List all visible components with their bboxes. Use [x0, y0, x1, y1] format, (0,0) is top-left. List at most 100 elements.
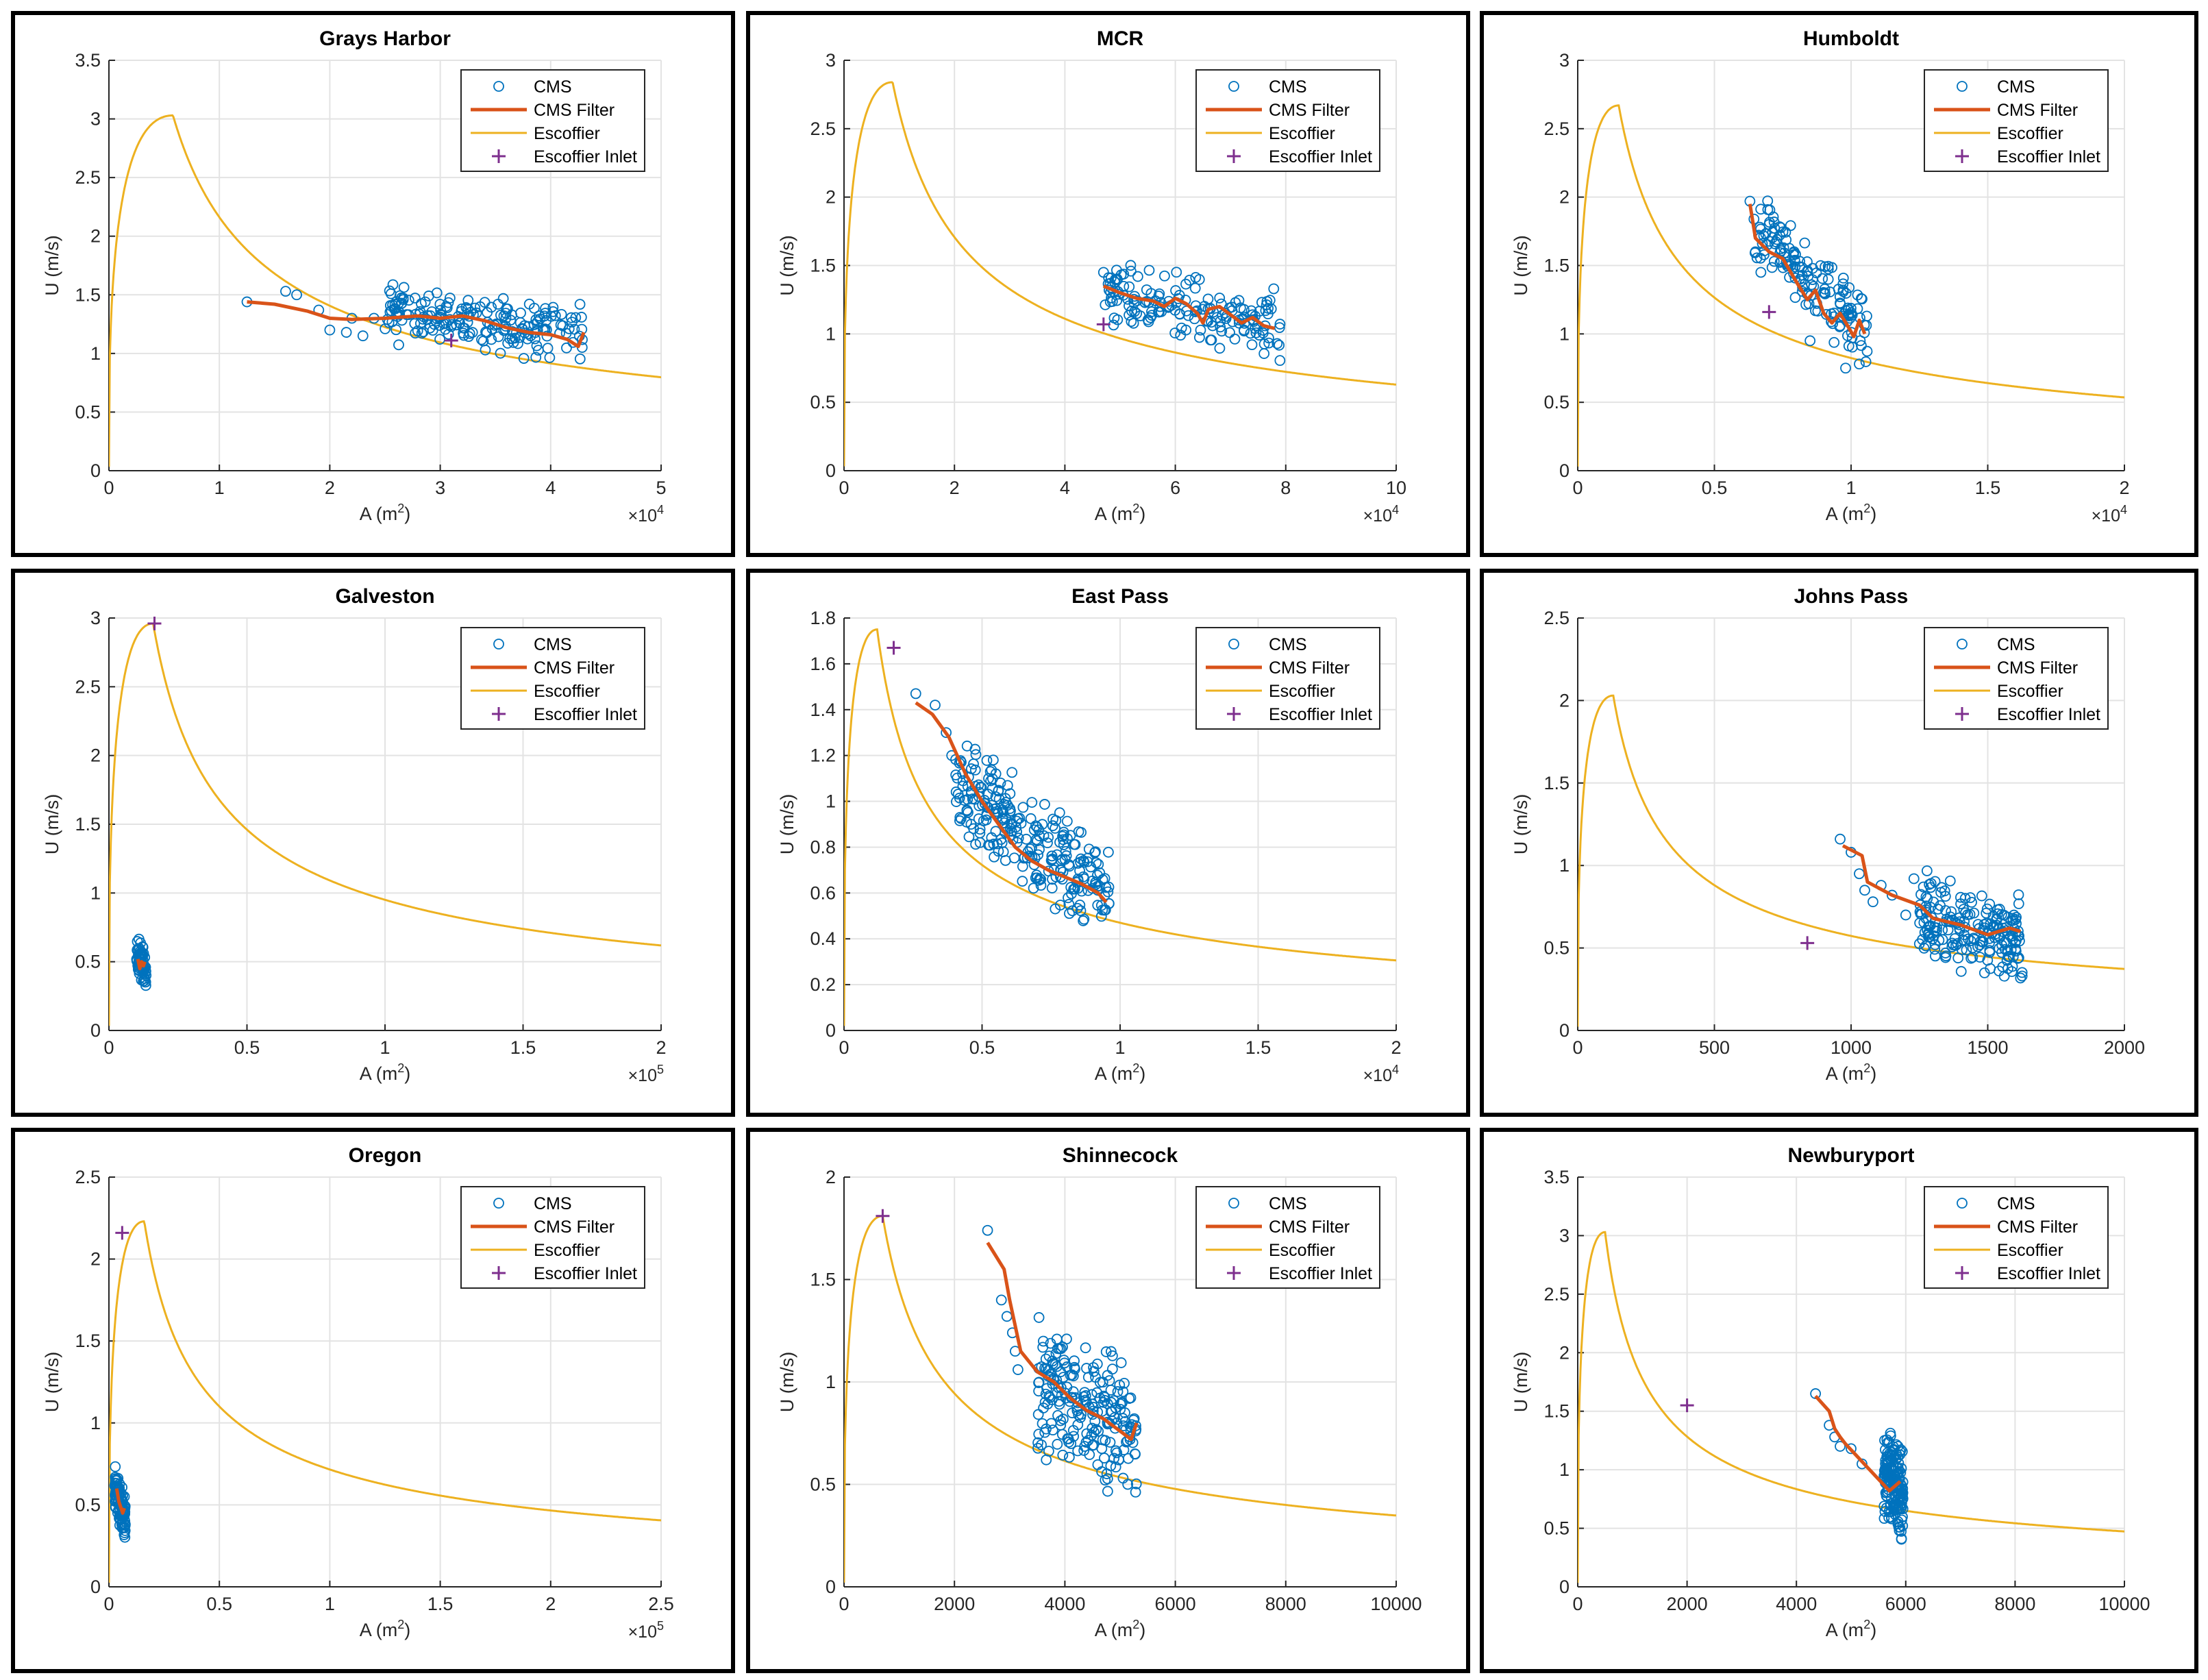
x-exponent-label: ×104	[1363, 503, 1399, 526]
x-tick-label: 0	[1572, 1037, 1583, 1058]
cms-point	[2016, 970, 2028, 982]
cms-point	[1239, 325, 1250, 337]
cms-point	[1128, 317, 1139, 329]
cms-point	[1939, 891, 1951, 902]
legend-inlet-marker	[1227, 707, 1241, 721]
cms-point	[1984, 947, 1996, 958]
cms-point	[486, 334, 497, 345]
x-tick-label: 4	[1060, 478, 1070, 498]
x-tick-label: 2000	[1667, 1594, 1708, 1614]
cms-point	[1078, 856, 1090, 868]
cms-point	[955, 813, 967, 824]
x-exponent-base: ×10	[2092, 506, 2120, 526]
cms-point	[954, 815, 965, 826]
cms-point	[1755, 203, 1767, 215]
x-tick-label: 0	[103, 1037, 114, 1058]
cms-point	[1102, 1485, 1113, 1497]
y-tick-label: 3	[1559, 50, 1570, 71]
cms-point	[1763, 219, 1775, 230]
y-tick-label: 1	[90, 343, 101, 364]
chart-panel-shinnecock: 0 2000 4000 6000 8000 10000 0 0.5 1 1.5 2 Shinnecoc…	[746, 1128, 1470, 1673]
cms-point	[523, 298, 535, 310]
cms-point	[110, 1473, 121, 1485]
x-tick-label: 1.5	[427, 1594, 454, 1614]
cms-point	[522, 333, 533, 345]
y-tick-label: 0.2	[810, 974, 836, 995]
cms-point	[1106, 1350, 1118, 1361]
cms-point	[409, 293, 421, 304]
cms-point	[1804, 335, 1816, 347]
cms-point	[1102, 1473, 1113, 1485]
cms-point	[1031, 822, 1043, 833]
cms-point	[963, 831, 975, 843]
cms-point	[1089, 1426, 1100, 1438]
legend-label: Escoffier	[1997, 1241, 2063, 1260]
cms-point	[555, 319, 567, 331]
cms-point	[1206, 317, 1217, 328]
legend: CMS CMS Filter Escoffier Escoffier Inlet	[1924, 69, 2109, 172]
legend-label: CMS Filter	[534, 658, 615, 678]
y-tick-label: 2	[1559, 690, 1570, 711]
plot-content	[109, 1220, 661, 1583]
cms-point	[441, 301, 452, 312]
cms-point	[462, 295, 474, 306]
legend-cms-marker	[493, 639, 504, 650]
cms-point	[1822, 260, 1834, 272]
chart-svg-newburyport: 0 2000 4000 6000 8000 10000 0 0.5 1 1.5 2 2.5 3 3.5 Ne…	[1511, 1144, 2150, 1640]
cms-point	[973, 813, 984, 824]
plot-content	[1578, 104, 2124, 467]
x-tick-label: 4	[545, 478, 556, 498]
cms-point	[1768, 256, 1780, 267]
escoffier-inlet-marker	[1680, 1398, 1694, 1413]
y-tick-label: 0.8	[810, 837, 836, 857]
cms-point	[1929, 943, 1941, 955]
y-tick-label: 2.5	[810, 119, 836, 139]
x-axis-label: A (m2)	[1095, 502, 1146, 524]
y-tick-label: 0.5	[1543, 1518, 1570, 1539]
x-exponent-base: ×10	[1363, 506, 1392, 526]
cms-point	[1108, 1395, 1119, 1407]
cms-point	[569, 323, 580, 335]
cms-point	[1053, 1382, 1065, 1394]
escoffier-inlet-marker	[1800, 936, 1815, 950]
y-tick-label: 2	[90, 1249, 101, 1270]
cms-point	[1250, 327, 1262, 338]
x-tick-label: 1	[380, 1037, 390, 1058]
escoffier-curve	[844, 81, 1396, 467]
cms-point	[1861, 345, 1873, 357]
cms-point	[1115, 1357, 1127, 1368]
legend-label: Escoffier	[1269, 682, 1335, 701]
x-tick-label: 1.5	[510, 1037, 536, 1058]
cms-point	[1170, 285, 1181, 296]
legend-label: CMS	[534, 1194, 572, 1213]
x-axis-label-close: )	[1139, 1620, 1145, 1640]
cms-point	[1046, 854, 1058, 865]
cms-point	[1131, 308, 1143, 319]
chart-title: MCR	[1097, 27, 1144, 50]
cms-point	[1117, 1420, 1129, 1431]
legend-inlet-marker	[1955, 707, 1969, 721]
cms-point	[357, 330, 369, 342]
cms-point	[431, 287, 443, 299]
plot-content	[1578, 694, 2124, 1027]
cms-point	[954, 812, 966, 823]
cms-point	[1099, 1392, 1111, 1403]
cms-point	[1101, 1468, 1113, 1479]
cms-point	[1960, 907, 1971, 919]
cms-point	[1840, 362, 1851, 374]
legend-box	[1195, 69, 1380, 172]
x-axis-label-sup: 2	[1863, 1061, 1870, 1075]
x-exponent-base: ×10	[628, 506, 657, 526]
cms-point	[1088, 1362, 1099, 1373]
cms-point	[390, 303, 401, 314]
cms-point	[1245, 328, 1256, 339]
y-tick-label: 2	[826, 187, 836, 208]
y-tick-label: 1.5	[1543, 1401, 1570, 1422]
cms-point	[1852, 303, 1863, 314]
cms-point	[1996, 947, 2007, 959]
y-axis-label: U (m/s)	[777, 1352, 797, 1412]
legend-label: Escoffier	[1997, 124, 2063, 143]
chart-svg-shinnecock: 0 2000 4000 6000 8000 10000 0 0.5 1 1.5 2 Shinnecoc…	[777, 1144, 1422, 1640]
legend-label: CMS Filter	[1997, 1218, 2078, 1237]
